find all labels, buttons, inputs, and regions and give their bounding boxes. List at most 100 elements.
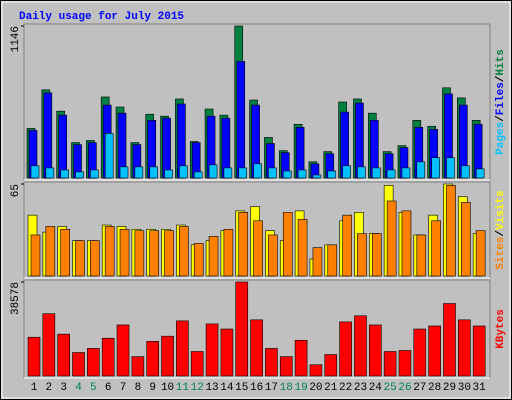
bar — [431, 220, 441, 277]
x-tick-label: 28 — [428, 382, 441, 394]
bar — [458, 319, 471, 377]
bar — [27, 336, 41, 377]
bar — [461, 202, 471, 277]
bar — [309, 364, 323, 377]
bar — [416, 234, 427, 277]
bar — [472, 325, 486, 377]
bar — [57, 333, 70, 377]
bar — [401, 210, 412, 277]
bar — [30, 165, 40, 179]
x-tick-label: 27 — [413, 382, 426, 394]
bar — [104, 226, 115, 277]
bar — [164, 169, 173, 179]
bar — [101, 337, 115, 377]
bar — [371, 233, 382, 277]
bar — [164, 230, 174, 277]
x-tick-label: 30 — [458, 382, 471, 394]
bar — [475, 168, 485, 179]
bar — [45, 226, 56, 277]
bar — [401, 167, 411, 179]
bar — [383, 351, 397, 377]
bar — [238, 167, 248, 179]
x-tick-label: 13 — [205, 382, 218, 394]
bar — [208, 236, 219, 277]
legend: Pages/Files/Hits — [495, 49, 507, 155]
legend-entry: Hits — [495, 49, 507, 75]
bar — [282, 170, 292, 179]
bar — [253, 163, 262, 179]
legend-separator: / — [495, 230, 507, 237]
bar — [235, 281, 249, 377]
bar — [60, 228, 70, 277]
bar — [223, 167, 233, 179]
bar — [386, 169, 396, 179]
x-tick-label: 8 — [135, 382, 142, 394]
bar — [327, 244, 338, 277]
bar — [190, 351, 204, 377]
x-tick-label: 6 — [105, 382, 112, 394]
legend-separator: / — [495, 75, 507, 82]
bar — [357, 233, 367, 277]
bar — [90, 169, 99, 179]
x-tick-label: 15 — [235, 382, 248, 394]
bar — [327, 170, 337, 179]
x-tick-label: 16 — [250, 382, 263, 394]
x-tick-label: 2 — [46, 382, 53, 394]
bar — [354, 315, 367, 377]
legend-separator: / — [495, 115, 507, 122]
bar — [446, 185, 456, 277]
bar — [90, 240, 100, 277]
bar — [236, 61, 246, 179]
x-tick-label: 1 — [31, 382, 38, 394]
bar — [312, 247, 323, 277]
bar — [72, 352, 85, 377]
bar — [428, 325, 441, 377]
bar — [446, 157, 455, 179]
bar — [371, 167, 381, 179]
bar — [75, 171, 84, 179]
x-tick-label: 21 — [324, 382, 338, 394]
bar — [42, 313, 56, 377]
x-tick-label: 31 — [473, 382, 487, 394]
bar — [119, 166, 129, 179]
bar — [268, 167, 277, 179]
x-tick-label: 25 — [384, 382, 397, 394]
bar — [265, 348, 278, 377]
bar — [250, 319, 263, 377]
bar — [116, 324, 130, 377]
bar — [149, 166, 159, 179]
bar — [368, 324, 382, 377]
bar — [205, 323, 219, 377]
x-tick-label: 5 — [90, 382, 97, 394]
chart-title: Daily usage for July 2015 — [19, 11, 184, 23]
bar — [324, 354, 338, 377]
bar — [134, 166, 144, 179]
x-tick-label: 4 — [75, 382, 82, 394]
bar — [223, 228, 234, 277]
legend-entry: Sites — [495, 237, 507, 270]
y-tick-label: 38578 — [10, 282, 22, 315]
legend-entry: KBytes — [495, 309, 507, 349]
bar — [398, 350, 412, 377]
x-tick-label: 19 — [294, 382, 307, 394]
legend: KBytes — [495, 309, 507, 349]
x-tick-label: 20 — [309, 382, 322, 394]
bar — [282, 212, 293, 277]
x-tick-label: 3 — [60, 382, 67, 394]
bar — [45, 167, 55, 179]
bar — [162, 117, 171, 179]
x-tick-label: 11 — [176, 382, 190, 394]
bar — [30, 234, 41, 277]
bar — [312, 174, 322, 179]
bar — [443, 303, 456, 377]
bar — [87, 348, 100, 377]
legend: Sites/Visits — [495, 190, 507, 269]
bar — [60, 169, 69, 179]
bar — [146, 340, 160, 377]
y-tick-label: 1146 — [10, 26, 22, 52]
bar — [119, 228, 130, 277]
bar — [149, 230, 160, 277]
bar — [416, 161, 426, 179]
